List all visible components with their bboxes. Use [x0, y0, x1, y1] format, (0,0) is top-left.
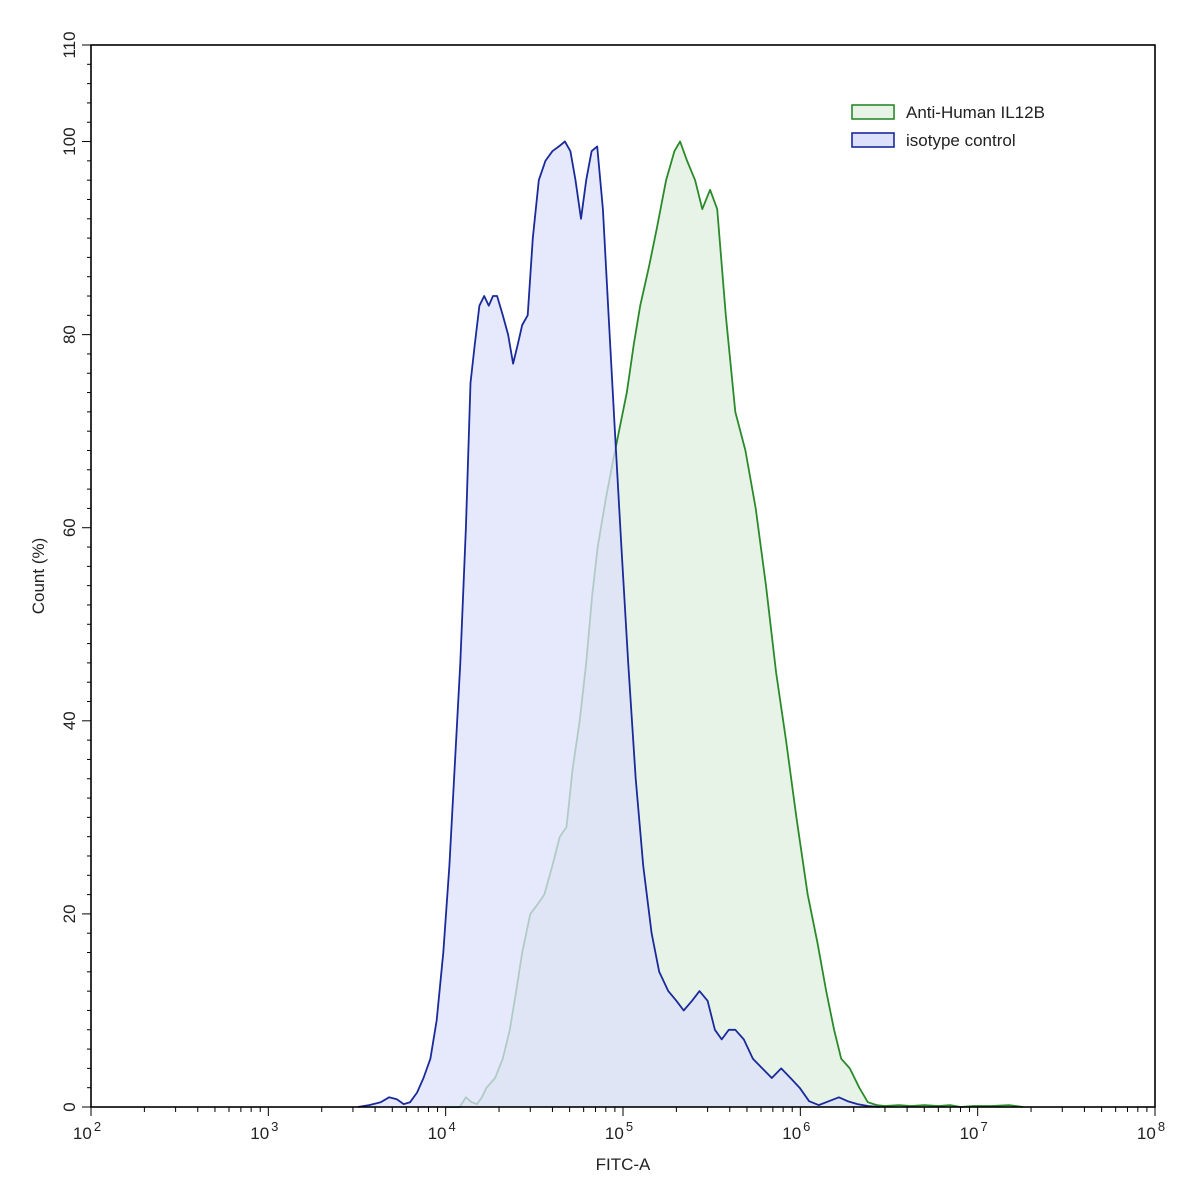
y-tick-label: 100: [60, 127, 79, 155]
y-tick-label: 110: [60, 31, 79, 58]
y-tick-label: 60: [60, 518, 79, 537]
y-axis: 0 20 40 60 80 100 110: [60, 31, 91, 1112]
x-axis-title: FITC-A: [596, 1155, 651, 1174]
legend-label: isotype control: [906, 131, 1016, 150]
series-layer: [357, 140, 1024, 1108]
x-tick-label: 10 2: [73, 1119, 101, 1143]
x-tick-label: 10 4: [428, 1119, 456, 1143]
x-tick-label: 10 3: [250, 1119, 278, 1143]
x-tick-label: 10 8: [1137, 1119, 1165, 1143]
legend-swatch: [851, 104, 895, 120]
y-tick-label: 40: [60, 711, 79, 730]
legend-label: Anti-Human IL12B: [906, 103, 1045, 122]
series-fill-1: [357, 141, 880, 1107]
y-tick-label: 20: [60, 904, 79, 923]
legend: Anti-Human IL12B isotype control: [851, 103, 1045, 150]
y-tick-label: 80: [60, 325, 79, 344]
legend-swatch: [851, 132, 895, 148]
series-line-1: [357, 140, 880, 1108]
y-axis-title: Count (%): [29, 538, 48, 615]
x-axis: 10 2 10 3 10 4 10 5 10 6 10 7 10 8: [73, 1107, 1165, 1143]
x-tick-label: 10 6: [782, 1119, 810, 1143]
y-tick-label: 0: [60, 1102, 79, 1111]
x-tick-label: 10 5: [605, 1119, 633, 1143]
x-tick-label: 10 7: [960, 1119, 988, 1143]
